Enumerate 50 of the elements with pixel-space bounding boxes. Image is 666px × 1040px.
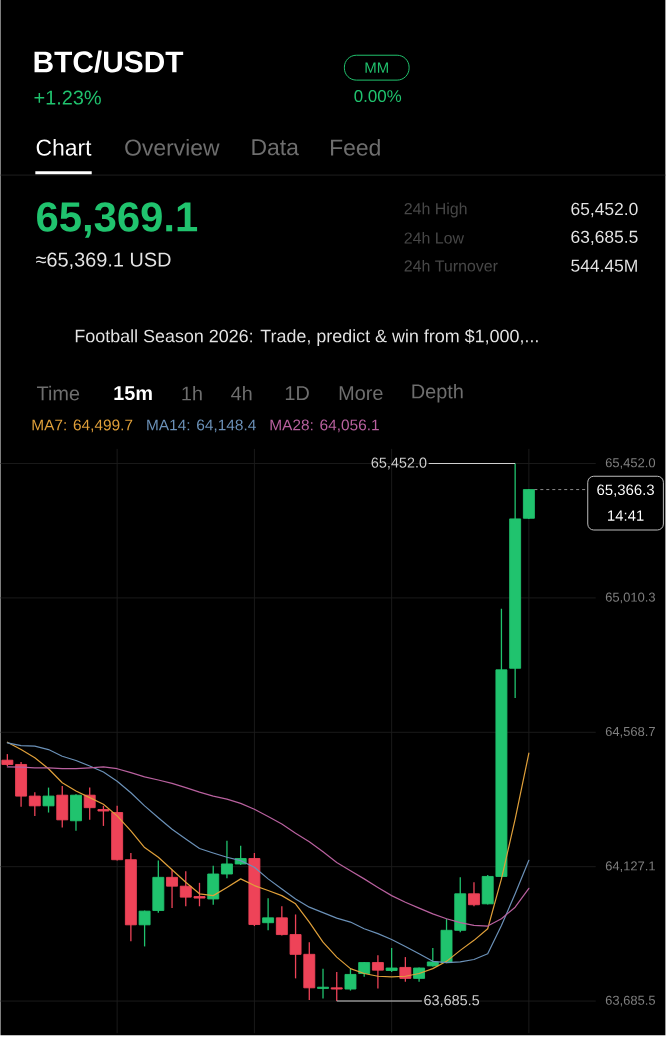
text: 24h Turnover (404, 259, 498, 272)
text: Feed (331, 138, 380, 156)
candlestick (97, 805, 110, 827)
candlestick (262, 897, 275, 931)
text: Chart (36, 138, 92, 156)
candlestick (399, 956, 412, 983)
chart-subtitle: +1.23% (34, 90, 101, 105)
candlestick (344, 968, 357, 992)
chart-title: BTC/USDT (34, 50, 184, 73)
text: 15m (114, 386, 152, 401)
text: Time (37, 385, 80, 401)
text: 1h (182, 385, 202, 401)
y-tick-label: 64,127.1 (605, 861, 655, 873)
text: 1D (285, 386, 309, 400)
y-tick-label: 65,452.0 (605, 458, 656, 469)
y-tick-label: 65,010.3 (605, 592, 656, 604)
candlestick (385, 947, 398, 973)
text: MA7: 64,499.7 (32, 419, 133, 433)
y-tick-label: 63,685.5 (605, 995, 656, 1007)
annotation: 65,452.0 (371, 457, 427, 470)
text: 24h Low (404, 232, 465, 244)
candlestick (330, 971, 343, 1002)
annotation: 63,685.5 (424, 995, 480, 1008)
candlestick (28, 791, 41, 817)
candlestick (372, 954, 384, 990)
text: 544.45M (571, 259, 637, 272)
text: 24h High (404, 202, 467, 218)
text: ≈65,369.1 USD (36, 252, 171, 269)
text: Overview (125, 138, 220, 156)
candlestick (468, 881, 480, 907)
text: 65,452.0 (571, 202, 638, 218)
text: Data (252, 139, 299, 156)
text: 0.00% (354, 90, 402, 103)
text: 65,369.1 (37, 202, 198, 238)
candlestick (426, 947, 439, 968)
candlestick (317, 968, 330, 1000)
text: MA14: 64,148.4 (147, 419, 256, 433)
text: Football Season 2026: Trade, predict & win from $1,000,... (75, 328, 538, 346)
text: 14:41 (608, 510, 644, 521)
text: MM (365, 62, 389, 73)
candlestick (166, 869, 179, 909)
text: 63,685.5 (571, 230, 638, 246)
text: Depth (412, 383, 463, 403)
candlestick (42, 786, 55, 814)
text: More (339, 386, 383, 401)
y-tick-label: 64,568.7 (605, 726, 655, 738)
text: MA28: 64,056.1 (270, 419, 379, 433)
text: 4h (231, 385, 252, 401)
candlestick (221, 840, 233, 879)
text: 65,366.3 (597, 484, 655, 497)
